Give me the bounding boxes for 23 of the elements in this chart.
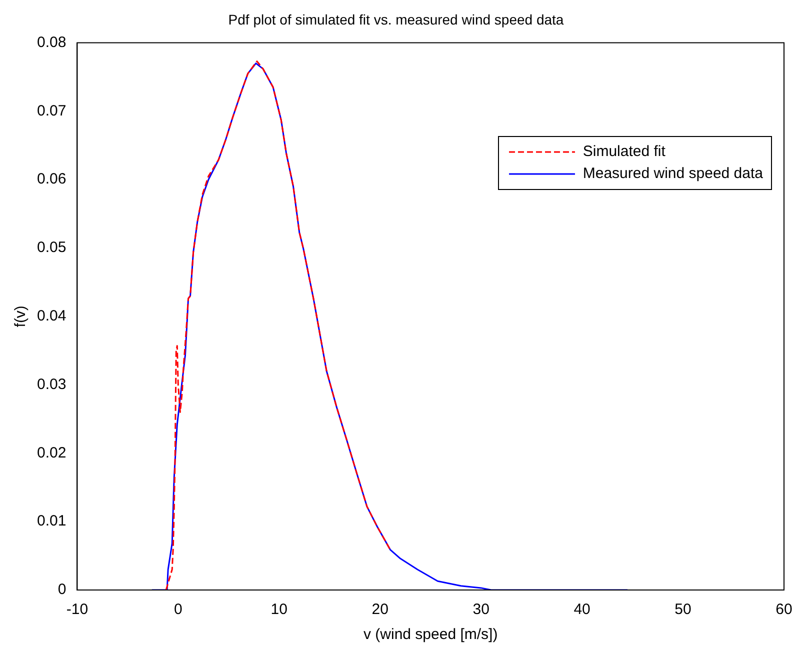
x-tick-label: 50 <box>674 601 692 618</box>
y-tick-label: 0.03 <box>36 376 66 393</box>
y-tick-label: 0.04 <box>36 308 66 325</box>
y-tick-label: 0.08 <box>36 34 66 51</box>
x-tick-label: -10 <box>66 601 88 618</box>
legend-label: Simulated fit <box>582 142 666 162</box>
x-axis-title: v (wind speed [m/s]) <box>363 626 498 644</box>
y-tick-label: 0.05 <box>36 239 66 256</box>
y-tick-label: 0.01 <box>36 512 66 530</box>
x-tick-label: 0 <box>174 601 182 618</box>
y-tick-label: 0.06 <box>36 170 66 188</box>
x-tick-label: 10 <box>270 601 288 618</box>
chart-title: Pdf plot of simulated fit vs. measured wind speed data <box>228 11 564 28</box>
x-tick-label: 60 <box>776 601 792 618</box>
x-tick-label: 30 <box>472 601 490 618</box>
y-axis-title: f(v) <box>12 306 30 328</box>
y-tick-label: 0 <box>58 581 66 598</box>
legend-label: Measured wind speed data <box>582 164 763 184</box>
x-tick-label: 40 <box>574 601 590 618</box>
y-tick-label: 0.02 <box>36 444 66 462</box>
line-series <box>165 60 391 590</box>
x-tick-label: 20 <box>372 601 388 618</box>
y-tick-label: 0.07 <box>36 102 66 120</box>
